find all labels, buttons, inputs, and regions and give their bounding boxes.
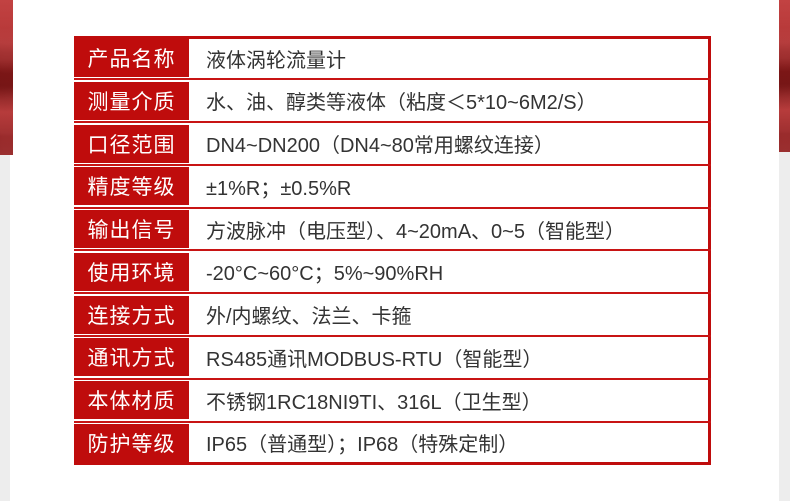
spec-row: 产品名称 液体涡轮流量计 xyxy=(74,39,708,77)
spec-label: 使用环境 xyxy=(74,252,189,291)
spec-row: 精度等级 ±1%R；±0.5%R xyxy=(74,163,711,206)
gray-edge-strip-left xyxy=(0,155,10,501)
spec-value: 液体涡轮流量计 xyxy=(206,49,346,72)
spec-row: 测量介质 水、油、醇类等液体（粘度＜5*10~6M2/S） xyxy=(74,78,711,120)
spec-row: 口径范围 DN4~DN200（DN4~80常用螺纹连接） xyxy=(74,121,711,163)
gray-edge-strip-right xyxy=(779,152,790,501)
spec-label: 测量介质 xyxy=(74,81,189,120)
spec-value: IP65（普通型）；IP68（特殊定制） xyxy=(206,434,519,457)
spec-label: 通讯方式 xyxy=(74,338,189,377)
red-texture-strip-right xyxy=(779,0,790,152)
spec-row: 连接方式 外/内螺纹、法兰、卡箍 xyxy=(74,292,711,334)
product-spec-table: 产品名称 液体涡轮流量计 测量介质 水、油、醇类等液体（粘度＜5*10~6M2/… xyxy=(74,36,711,465)
spec-label: 产品名称 xyxy=(74,39,189,77)
spec-row: 输出信号 方波脉冲（电压型）、4~20mA、0~5（智能型） xyxy=(74,206,711,249)
spec-value: 外/内螺纹、法兰、卡箍 xyxy=(206,306,412,329)
red-texture-strip-left xyxy=(0,0,13,155)
spec-value: RS485通讯MODBUS-RTU（智能型） xyxy=(206,348,543,371)
spec-label: 本体材质 xyxy=(74,381,189,420)
spec-value: 方波脉冲（电压型）、4~20mA、0~5（智能型） xyxy=(206,220,625,243)
spec-value: -20°C~60°C；5%~90%RH xyxy=(206,263,444,286)
spec-value: ±1%R；±0.5%R xyxy=(206,177,352,200)
spec-label: 输出信号 xyxy=(74,210,189,249)
spec-label: 口径范围 xyxy=(74,124,189,163)
spec-row: 本体材质 不锈钢1RC18NI9TI、316L（卫生型） xyxy=(74,377,711,420)
spec-row: 使用环境 -20°C~60°C；5%~90%RH xyxy=(74,249,711,291)
spec-value: 不锈钢1RC18NI9TI、316L（卫生型） xyxy=(206,391,542,414)
spec-row: 通讯方式 RS485通讯MODBUS-RTU（智能型） xyxy=(74,334,711,377)
spec-label: 连接方式 xyxy=(74,295,189,334)
spec-value: DN4~DN200（DN4~80常用螺纹连接） xyxy=(206,135,554,158)
spec-value: 水、油、醇类等液体（粘度＜5*10~6M2/S） xyxy=(206,92,597,115)
spec-row: 防护等级 IP65（普通型）；IP68（特殊定制） xyxy=(74,420,711,462)
spec-label: 精度等级 xyxy=(74,167,189,206)
spec-label: 防护等级 xyxy=(74,423,189,462)
